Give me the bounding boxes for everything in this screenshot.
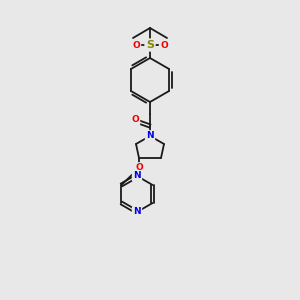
Text: O: O — [135, 164, 143, 172]
Text: O: O — [160, 40, 168, 50]
Text: N: N — [133, 208, 141, 217]
Text: O: O — [131, 116, 139, 124]
Text: N: N — [146, 131, 154, 140]
Text: O: O — [132, 40, 140, 50]
Text: N: N — [133, 172, 141, 181]
Text: S: S — [146, 40, 154, 50]
